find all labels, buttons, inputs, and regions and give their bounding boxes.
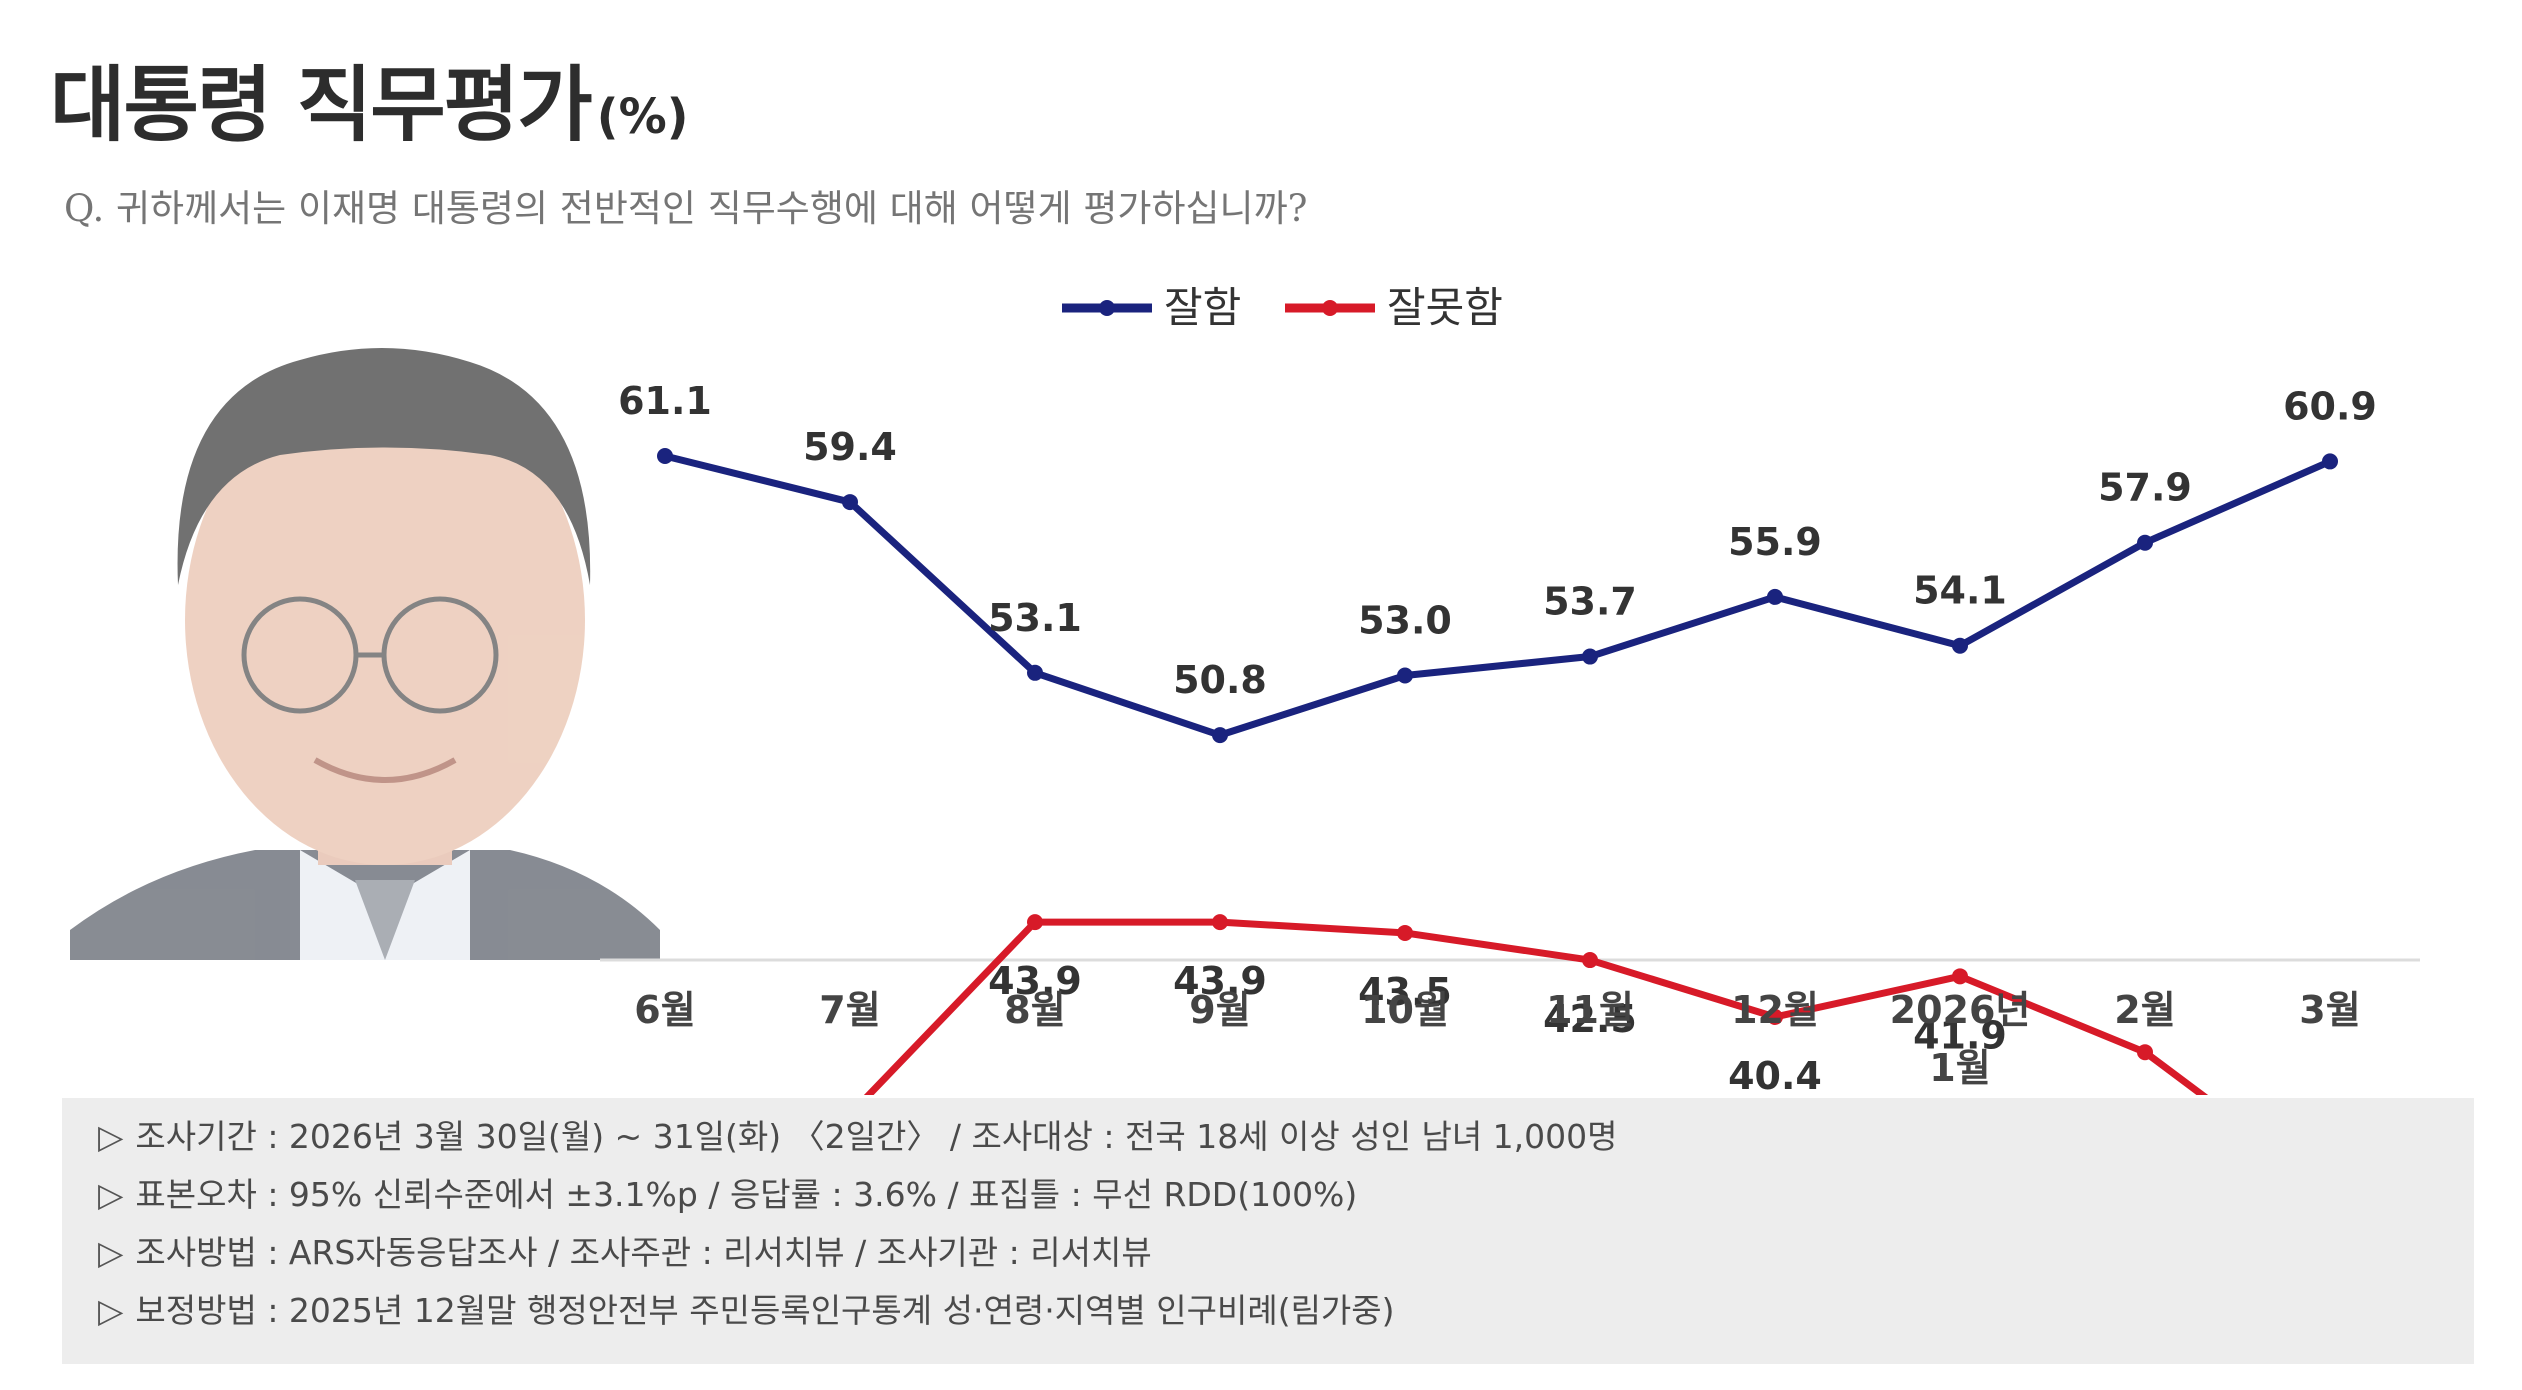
data-point-approve-5	[1582, 648, 1598, 665]
data-point-approve-8	[2137, 534, 2153, 551]
data-label-approve-9: 60.9	[2283, 384, 2377, 428]
data-label-approve-2: 53.1	[988, 596, 1082, 640]
x-tick-label: 3월	[2299, 988, 2360, 1032]
chart-legend: 잘함 잘못함	[1062, 283, 1503, 332]
title-unit: (%)	[596, 89, 689, 145]
data-point-approve-0	[657, 448, 673, 464]
plot-area: 61.1 59.4 53.1 50.8 53.0 53.7 55.9 54.1 57.9 60.9…	[618, 379, 2377, 1095]
triangle-marker-icon: ▷	[98, 1175, 124, 1214]
x-tick-label: 7월	[819, 988, 880, 1032]
legend-label-disapprove: 잘못함	[1387, 283, 1503, 332]
data-label-disapprove-2: 43.9	[988, 959, 1082, 1003]
note-text: 보정방법 : 2025년 12월말 행정안전부 주민등록인구통계 성·연령·지역…	[135, 1291, 1395, 1330]
legend-label-approve: 잘함	[1164, 283, 1241, 332]
data-label-approve-8: 57.9	[2098, 466, 2192, 510]
x-tick-label: 2월	[2114, 988, 2175, 1032]
survey-notes: ▷ 조사기간 : 2026년 3월 30일(월) ~ 31일(화) 〈2일간〉 /…	[62, 1098, 2474, 1364]
page-title: 대통령 직무평가 (%)	[50, 58, 689, 153]
x-tick-label: 6월	[634, 988, 695, 1032]
data-label-approve-4: 53.0	[1358, 599, 1452, 643]
x-axis-ticks: 6월 7월 8월 9월 10월 11월 12월 2026년 1월 2월 3월	[634, 988, 2360, 1090]
data-point-approve-7	[1952, 637, 1968, 654]
series-line-disapprove	[863, 918, 2209, 1095]
data-label-disapprove-6: 40.4	[1728, 1054, 1822, 1095]
data-point-approve-9	[2322, 453, 2338, 470]
x-tick-label: 10월	[1361, 988, 1449, 1032]
note-line: ▷ 보정방법 : 2025년 12월말 행정안전부 주민등록인구통계 성·연령·지…	[98, 1282, 2474, 1340]
data-point-approve-6	[1767, 588, 1783, 605]
series-line-approve	[664, 452, 2332, 739]
data-point-disapprove-5	[1582, 952, 1598, 969]
note-text: 표본오차 : 95% 신뢰수준에서 ±3.1%p / 응답률 : 3.6% / …	[135, 1175, 1358, 1214]
x-tick-label: 11월	[1546, 988, 1634, 1032]
data-point-approve-2	[1027, 664, 1043, 681]
data-label-disapprove-7: 41.9	[1913, 1013, 2007, 1057]
data-point-disapprove-2	[1027, 914, 1043, 931]
x-tick-label: 12월	[1731, 988, 1819, 1032]
x-tick-label: 9월	[1189, 988, 1250, 1032]
data-label-disapprove-3: 43.9	[1173, 959, 1267, 1003]
data-label-disapprove-5: 42.5	[1543, 997, 1637, 1041]
data-label-approve-6: 55.9	[1728, 520, 1822, 564]
x-tick-label: 2026년 1월	[1890, 988, 2031, 1090]
data-label-approve-3: 50.8	[1173, 658, 1267, 702]
line-chart: 잘함 잘못함 61.1 59.4 53.1 50.8 53.0 53.7 55.9 54.1 57…	[70, 283, 2420, 1095]
portrait-photo-icon	[70, 347, 660, 960]
data-label-approve-1: 59.4	[803, 425, 897, 469]
data-point-approve-3	[1212, 727, 1228, 744]
note-text: 조사방법 : ARS자동응답조사 / 조사주관 : 리서치뷰 / 조사기관 : …	[135, 1233, 1152, 1272]
note-text: 조사기간 : 2026년 3월 30일(월) ~ 31일(화) 〈2일간〉 / …	[135, 1117, 1618, 1156]
data-label-approve-5: 53.7	[1543, 580, 1637, 624]
triangle-marker-icon: ▷	[98, 1117, 124, 1156]
x-tick-label: 8월	[1004, 988, 1065, 1032]
data-label-approve-0: 61.1	[618, 379, 712, 423]
legend-marker-approve	[1099, 300, 1115, 316]
note-line: ▷ 조사기간 : 2026년 3월 30일(월) ~ 31일(화) 〈2일간〉 /…	[98, 1108, 2474, 1166]
data-point-disapprove-4	[1397, 924, 1413, 941]
data-label-disapprove-8: 39.1	[2098, 1089, 2192, 1095]
data-point-disapprove-7	[1952, 968, 1968, 985]
survey-question: Q. 귀하께서는 이재명 대통령의 전반적인 직무수행에 대해 어떻게 평가하십…	[64, 187, 1308, 230]
data-point-approve-1	[842, 494, 858, 511]
triangle-marker-icon: ▷	[98, 1291, 124, 1330]
triangle-marker-icon: ▷	[98, 1233, 124, 1272]
data-point-disapprove-3	[1212, 914, 1228, 931]
data-point-disapprove-8	[2137, 1044, 2153, 1061]
data-label-disapprove-4: 43.5	[1358, 970, 1452, 1014]
note-line: ▷ 표본오차 : 95% 신뢰수준에서 ±3.1%p / 응답률 : 3.6% /…	[98, 1166, 2474, 1224]
data-label-approve-7: 54.1	[1913, 569, 2007, 613]
data-point-disapprove-6	[1767, 1008, 1783, 1025]
legend-marker-disapprove	[1322, 300, 1338, 316]
note-line: ▷ 조사방법 : ARS자동응답조사 / 조사주관 : 리서치뷰 / 조사기관 :…	[98, 1224, 2474, 1282]
data-point-approve-4	[1397, 667, 1413, 684]
